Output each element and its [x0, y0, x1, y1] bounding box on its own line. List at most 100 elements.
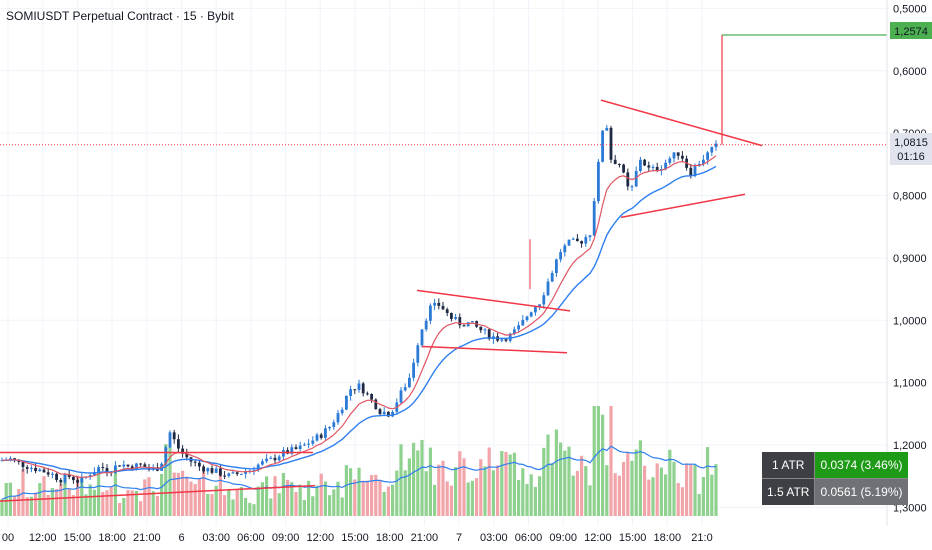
volume-bar [584, 466, 588, 516]
candle-body [399, 390, 403, 403]
volume-bar [491, 470, 495, 516]
volume-bar [290, 482, 294, 516]
candle-body [307, 443, 310, 445]
candle-body [546, 281, 550, 296]
candle-body [319, 434, 323, 438]
volume-bar [655, 463, 659, 516]
candle-body [76, 480, 79, 483]
candle-body [172, 432, 176, 440]
volume-bar [374, 474, 378, 516]
volume-ma-line [1, 445, 717, 500]
atr-label: 1 ATR [762, 452, 816, 479]
candle-body [345, 395, 348, 410]
volume-bar [109, 486, 113, 516]
candle-body [114, 465, 117, 473]
volume-bar [391, 484, 395, 516]
volume-bar [42, 476, 46, 516]
time-tick-label: 18:00 [98, 532, 126, 544]
candle-body [521, 319, 525, 326]
volume-bar [445, 481, 449, 516]
candle-body [177, 439, 180, 449]
volume-bar [185, 476, 189, 516]
candle-body [706, 152, 709, 160]
volume-bar [256, 486, 260, 516]
volume-bar [206, 494, 210, 516]
time-tick-label: 09:00 [549, 532, 577, 544]
volume-bar [592, 406, 596, 516]
candle-body [504, 339, 508, 341]
volume-bar [273, 476, 277, 516]
volume-bar [416, 450, 420, 516]
volume-bar [302, 500, 306, 516]
candle-body [412, 362, 415, 378]
candle-body [290, 447, 294, 454]
candle-body [437, 302, 441, 306]
candle-body [240, 473, 243, 475]
volume-bar [97, 469, 101, 516]
volume-bar [307, 480, 311, 516]
candle-body [441, 305, 445, 310]
time-tick-label: 7 [456, 532, 462, 544]
candle-body [458, 317, 462, 326]
time-tick-label: 21:00 [411, 532, 439, 544]
candle-body [668, 158, 672, 163]
candle-body [672, 152, 676, 159]
candle-body [563, 245, 567, 253]
candle-body [429, 305, 432, 321]
price-tick-label: 1,0000 [893, 315, 927, 327]
candle-body [72, 476, 75, 481]
volume-bar [328, 495, 332, 516]
candle-body [647, 165, 651, 168]
candle-body [219, 468, 222, 476]
candle-body [634, 170, 638, 187]
trendline-flag-top-1 [416, 289, 571, 312]
candle-body [303, 444, 306, 446]
candle-body [59, 479, 63, 483]
volume-bar [353, 479, 357, 516]
volume-bar [46, 494, 50, 516]
candle-body [214, 468, 218, 473]
volume-bar [617, 475, 621, 516]
time-tick-label: 15:00 [341, 532, 369, 544]
candle-body [567, 239, 571, 246]
volume-bar [118, 502, 122, 516]
candle-body [571, 238, 575, 240]
volume-bar [105, 490, 109, 516]
candle-body [256, 464, 260, 471]
volume-bar [693, 464, 697, 516]
last-price-label: 1,0815 [894, 137, 928, 149]
volume-bar [710, 474, 714, 516]
price-tick-label: 0,8000 [893, 191, 927, 203]
target-price-label: 1,2574 [894, 26, 928, 38]
atr-row: 1 ATR 0.0374 (3.46%) [762, 452, 908, 479]
volume-bar [529, 474, 533, 516]
candle-body [51, 473, 54, 475]
candle-body [584, 237, 588, 244]
candle-body [613, 159, 617, 164]
candle-body [370, 394, 373, 400]
trendlines [0, 99, 763, 502]
candle-body [681, 155, 684, 159]
candle-body [198, 462, 201, 467]
volume-bar [277, 493, 281, 516]
candle-body [710, 147, 714, 153]
volume-bar [449, 485, 453, 516]
volume-bar [50, 488, 54, 516]
volume-bar [563, 450, 567, 516]
candle-body [466, 322, 470, 327]
trendline-pennant-bottom [620, 193, 746, 219]
time-tick-label: 15:00 [619, 532, 647, 544]
volume-bar [67, 488, 71, 516]
candle-body [80, 477, 84, 483]
volume-bar [248, 502, 252, 516]
candle-body [164, 447, 168, 464]
candle-body [416, 345, 420, 363]
volume-bar [189, 481, 193, 516]
volume-bar [17, 489, 21, 516]
volume-bar [395, 470, 399, 516]
candle-body [34, 467, 37, 472]
volume-bar [538, 476, 542, 516]
ema-slow-line [2, 165, 717, 474]
volume-bar [193, 483, 197, 516]
